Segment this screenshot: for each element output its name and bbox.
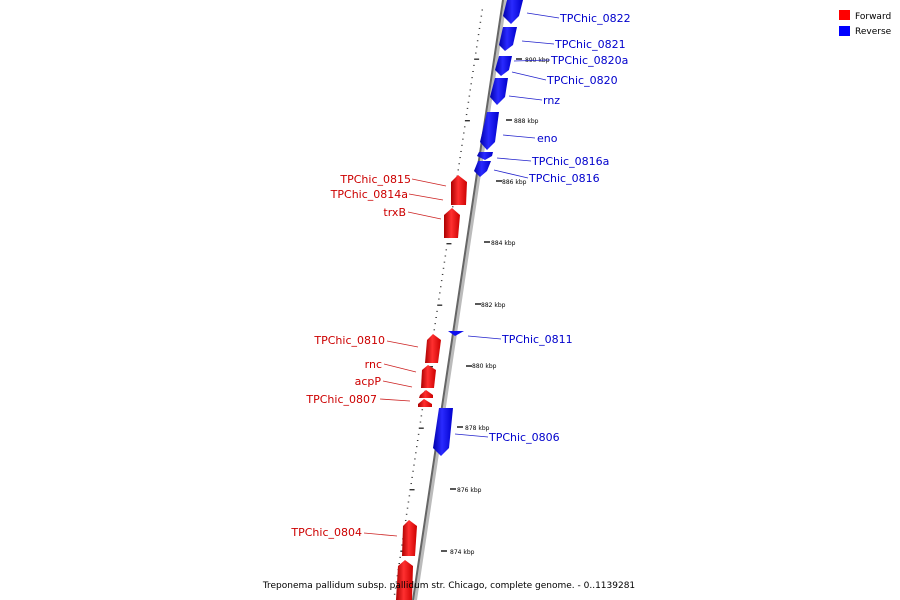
gene-label-reverse: eno <box>537 132 558 145</box>
gene-label-reverse: rnz <box>543 94 560 107</box>
forward-strand-features <box>396 175 467 600</box>
gene-TPChic_0820[interactable] <box>490 78 508 105</box>
forward-gene-labels: TPChic_0815 TPChic_0814a trxB TPChic_081… <box>290 173 411 539</box>
gene-rnc[interactable] <box>421 365 436 388</box>
gene-label-reverse: TPChic_0811 <box>501 333 573 346</box>
gene-label-forward: TPChic_0804 <box>290 526 362 539</box>
gene-TPChic_0806[interactable] <box>433 408 453 456</box>
gene-trxB[interactable] <box>444 208 460 238</box>
gene-TPChic_0807[interactable] <box>418 399 432 407</box>
gene-TPChic_0816[interactable] <box>474 161 491 177</box>
gene-TPChic_0810[interactable] <box>425 334 441 363</box>
kbp-label: 874 kbp <box>450 549 475 556</box>
genome-backbone-shadow <box>413 0 507 600</box>
legend-swatch-reverse <box>839 26 850 36</box>
gene-label-forward: TPChic_0814a <box>330 188 408 201</box>
gene-label-forward: trxB <box>383 206 406 219</box>
kbp-label: 886 kbp <box>502 179 527 186</box>
gene-TPChic_0816a[interactable] <box>477 152 493 160</box>
gene-label-reverse: TPChic_0820 <box>546 74 618 87</box>
kbp-label: 884 kbp <box>491 240 516 247</box>
gene-label-reverse: TPChic_0822 <box>559 12 631 25</box>
gene-label-forward: TPChic_0815 <box>339 173 411 186</box>
gene-TPChic_0804[interactable] <box>402 520 417 556</box>
kbp-label: 880 kbp <box>472 363 497 370</box>
kbp-label: 878 kbp <box>465 425 490 432</box>
reverse-strand-features <box>433 0 523 456</box>
kbp-label: 888 kbp <box>514 118 539 125</box>
axis-tick-labels: 890 kbp 888 kbp 886 kbp 884 kbp 882 kbp … <box>450 57 550 556</box>
gene-label-reverse: TPChic_0820a <box>550 54 628 67</box>
legend-label-reverse: Reverse <box>855 27 892 37</box>
legend: Forward Reverse <box>839 10 892 37</box>
gene-label-reverse: TPChic_0816a <box>531 155 609 168</box>
gene-acpP[interactable] <box>419 390 433 398</box>
gene-label-forward: TPChic_0807 <box>305 393 377 406</box>
gene-label-reverse: TPChic_0816 <box>528 172 600 185</box>
gene-TPChic_0815[interactable] <box>451 175 467 205</box>
legend-swatch-forward <box>839 10 850 20</box>
legend-label-forward: Forward <box>855 12 891 22</box>
gene-eno[interactable] <box>480 112 499 150</box>
gene-TPChic_0811[interactable] <box>448 331 464 336</box>
forward-label-leaders <box>363 178 447 537</box>
figure-caption: Treponema pallidum subsp. pallidum str. … <box>262 581 635 591</box>
gene-label-reverse: TPChic_0806 <box>488 431 560 444</box>
reverse-gene-labels: TPChic_0822 TPChic_0821 TPChic_0820a TPC… <box>488 12 631 444</box>
reverse-label-leaders <box>454 12 560 438</box>
gene-TPChic_0821[interactable] <box>499 27 517 51</box>
gene-TPChic_0820a[interactable] <box>495 56 512 76</box>
gene-label-forward: TPChic_0810 <box>313 334 385 347</box>
gene-label-forward: acpP <box>355 375 382 388</box>
kbp-label: 882 kbp <box>481 302 506 309</box>
genome-backbone <box>412 0 504 600</box>
gene-TPChic_0822[interactable] <box>503 0 523 24</box>
kbp-label: 876 kbp <box>457 487 482 494</box>
gene-label-forward: rnc <box>365 358 382 371</box>
gene-TPChic_0803[interactable] <box>396 560 413 600</box>
gene-label-reverse: TPChic_0821 <box>554 38 626 51</box>
